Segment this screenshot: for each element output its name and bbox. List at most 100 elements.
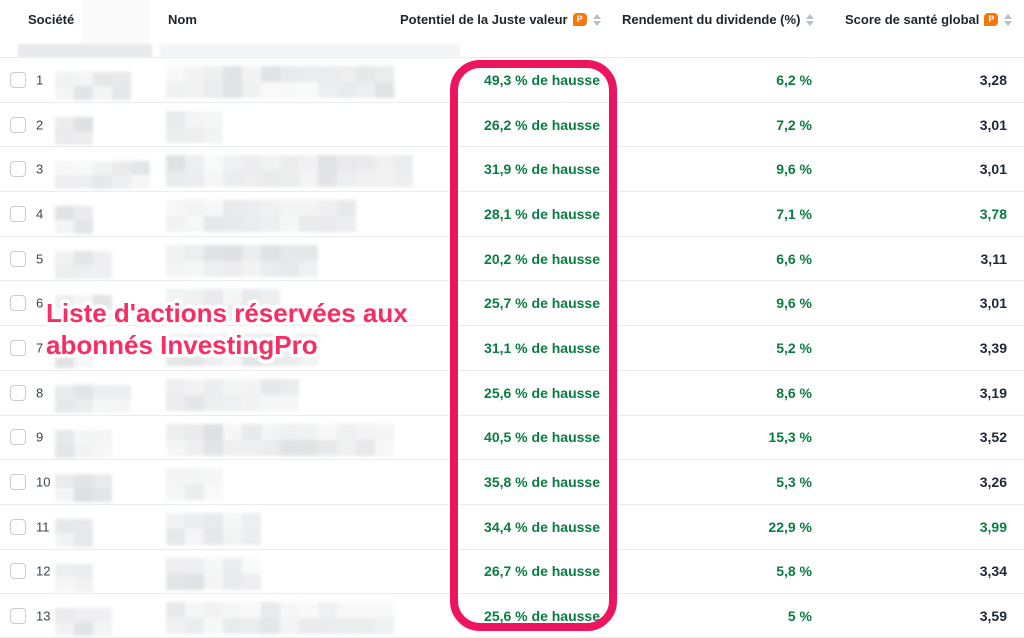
- health-score-cell: 3,11: [980, 250, 1007, 267]
- fair-value-upside-cell: 25,6 % de hausse: [484, 384, 600, 401]
- table-row: 5 20,2 % de hausse 6,6 % 3,11: [0, 235, 1024, 281]
- table-row: 8 25,6 % de hausse 8,6 % 3,19: [0, 369, 1024, 415]
- blurred-company-name: [166, 602, 401, 635]
- health-score-cell: 3,01: [979, 295, 1007, 312]
- row-number: 10: [36, 474, 51, 490]
- table-row: 11 34,4 % de hausse 22,9 % 3,99: [0, 503, 1024, 549]
- row-checkbox[interactable]: [10, 295, 26, 312]
- fair-value-upside-cell: 31,9 % de hausse: [484, 161, 600, 178]
- row-checkbox[interactable]: [10, 71, 26, 88]
- blurred-content-strip: [18, 44, 152, 57]
- health-score-cell: 3,78: [979, 205, 1007, 222]
- fair-value-upside-cell: 25,7 % de hausse: [484, 295, 600, 312]
- blurred-ticker: [55, 384, 135, 413]
- fair-value-upside-cell: 31,1 % de hausse: [484, 339, 600, 356]
- column-header-dividend-yield[interactable]: Rendement du dividende (%): [622, 12, 815, 27]
- row-checkbox[interactable]: [10, 339, 26, 356]
- row-number: 4: [36, 206, 44, 222]
- dividend-yield-cell: 5,3 %: [776, 474, 812, 491]
- column-header-societe: Société: [28, 12, 74, 27]
- row-checkbox[interactable]: [10, 384, 26, 401]
- dividend-yield-cell: 6,6 %: [776, 250, 812, 267]
- table-header: Société Nom Potentiel de la Juste valeur…: [0, 0, 1024, 57]
- fair-value-upside-cell: 25,6 % de hausse: [484, 607, 600, 624]
- dividend-yield-cell: 8,6 %: [776, 384, 812, 401]
- health-score-cell: 3,01: [979, 116, 1007, 133]
- dividend-yield-cell: 9,6 %: [776, 161, 812, 178]
- row-number: 7: [36, 340, 44, 356]
- blurred-ticker: [55, 518, 105, 547]
- column-header-label: Société: [28, 12, 75, 27]
- investingpro-badge-icon: P: [572, 13, 587, 26]
- row-number: 2: [36, 117, 44, 133]
- column-header-label: Nom: [168, 12, 197, 27]
- table-row: 4 28,1 % de hausse 7,1 % 3,78: [0, 191, 1024, 236]
- blurred-ticker: [55, 608, 127, 637]
- dividend-yield-cell: 15,3 %: [768, 429, 812, 446]
- table-row: 10 35,8 % de hausse 5,3 % 3,26: [0, 459, 1024, 504]
- sort-icon[interactable]: [592, 13, 602, 27]
- row-number: 12: [36, 563, 51, 579]
- blurred-company-name: [166, 557, 278, 590]
- health-score-cell: 3,39: [979, 339, 1007, 356]
- fair-value-upside-cell: 35,8 % de hausse: [484, 474, 600, 491]
- column-header-label: Score de santé global: [845, 12, 980, 27]
- fair-value-upside-cell: 34,4 % de hausse: [484, 518, 600, 535]
- column-header-nom: Nom: [168, 12, 197, 27]
- dividend-yield-cell: 7,2 %: [776, 116, 812, 133]
- row-checkbox[interactable]: [10, 116, 26, 133]
- sort-icon[interactable]: [1003, 13, 1013, 27]
- row-checkbox[interactable]: [10, 563, 26, 580]
- blurred-ticker: [55, 295, 121, 324]
- table-row: 7 31,1 % de hausse 5,2 % 3,39: [0, 325, 1024, 370]
- investingpro-badge-icon: P: [984, 13, 999, 26]
- table-row: 3 31,9 % de hausse 9,6 % 3,01: [0, 146, 1024, 192]
- fair-value-upside-cell: 40,5 % de hausse: [484, 429, 600, 446]
- fair-value-upside-cell: 28,1 % de hausse: [484, 205, 600, 222]
- table-row: 1 49,3 % de hausse 6,2 % 3,28: [0, 57, 1024, 102]
- row-checkbox[interactable]: [10, 607, 26, 624]
- blurred-ticker: [55, 206, 107, 235]
- table-row: 12 26,7 % de hausse 5,8 % 3,34: [0, 548, 1024, 594]
- row-number: 11: [36, 519, 50, 535]
- row-number: 8: [36, 385, 44, 401]
- blurred-ticker: [55, 563, 111, 592]
- sort-icon[interactable]: [805, 13, 815, 27]
- blurred-company-name: [166, 66, 411, 98]
- column-header-fair-value[interactable]: Potentiel de la Juste valeur P: [400, 12, 602, 27]
- row-checkbox[interactable]: [10, 429, 26, 446]
- dividend-yield-cell: 5,2 %: [776, 339, 812, 356]
- health-score-cell: 3,01: [979, 161, 1007, 178]
- blurred-company-name: [166, 423, 404, 456]
- health-score-cell: 3,52: [979, 429, 1007, 446]
- blurred-ticker: [55, 340, 105, 369]
- table-row: 9 40,5 % de hausse 15,3 % 3,52: [0, 414, 1024, 460]
- row-checkbox[interactable]: [10, 250, 26, 267]
- fair-value-upside-cell: 20,2 % de hausse: [484, 250, 600, 267]
- row-number: 9: [36, 429, 44, 445]
- blurred-company-name: [166, 244, 331, 277]
- health-score-cell: 3,26: [979, 474, 1007, 491]
- table-row: 6 25,7 % de hausse 9,6 % 3,01: [0, 280, 1024, 326]
- row-checkbox[interactable]: [10, 161, 26, 178]
- column-header-health-score[interactable]: Score de santé global P: [845, 12, 1013, 27]
- row-checkbox[interactable]: [10, 205, 26, 222]
- blurred-company-name: [166, 289, 286, 322]
- row-number: 5: [36, 251, 44, 267]
- health-score-cell: 3,34: [979, 563, 1007, 580]
- row-number: 1: [36, 72, 44, 88]
- row-checkbox[interactable]: [10, 474, 26, 491]
- fair-value-upside-cell: 26,7 % de hausse: [484, 563, 600, 580]
- column-header-label: Potentiel de la Juste valeur: [400, 12, 568, 27]
- dividend-yield-cell: 9,6 %: [776, 295, 812, 312]
- row-number: 6: [36, 295, 44, 311]
- table-row: 2 26,2 % de hausse 7,2 % 3,01: [0, 101, 1024, 147]
- blurred-header-element: [82, 0, 150, 44]
- dividend-yield-cell: 22,9 %: [768, 518, 812, 535]
- dividend-yield-cell: 5 %: [787, 607, 812, 624]
- blurred-ticker: [55, 250, 119, 279]
- dividend-yield-cell: 6,2 %: [776, 71, 812, 88]
- dividend-yield-cell: 5,8 %: [776, 563, 812, 580]
- row-checkbox[interactable]: [10, 518, 26, 535]
